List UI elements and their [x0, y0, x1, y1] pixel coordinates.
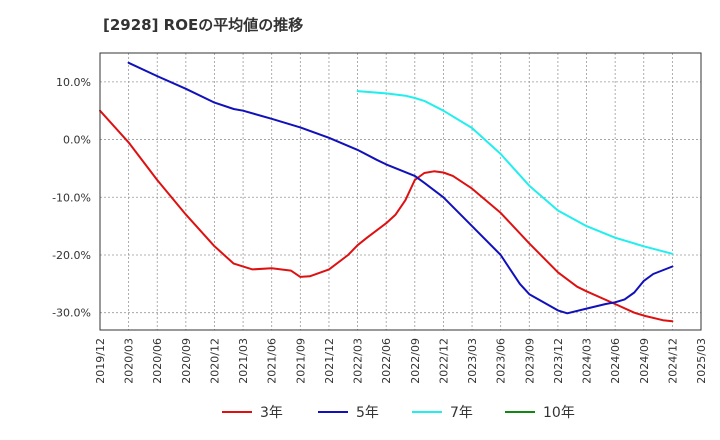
- legend-swatch-3y: [222, 411, 252, 413]
- grid: [100, 53, 701, 330]
- legend-label-10y: 10年: [543, 405, 575, 421]
- plot-frame: [99, 52, 702, 331]
- x-tick-label: 2025/03: [695, 338, 708, 384]
- x-tick-label: 2022/12: [437, 338, 450, 384]
- x-tick-label: 2020/06: [151, 338, 164, 384]
- x-tick-label: 2020/12: [208, 338, 221, 384]
- x-tick-label: 2023/12: [552, 338, 565, 384]
- y-tick-label: 10.0%: [56, 76, 91, 89]
- legend-label-7y: 7年: [450, 405, 473, 421]
- x-tick-label: 2024/03: [581, 338, 594, 384]
- legend-label-3y: 3年: [260, 405, 283, 421]
- y-axis-ticks: 10.0% 0.0% -10.0% -20.0% -30.0%: [52, 76, 91, 320]
- legend-item-3y: 3年: [222, 402, 283, 422]
- legend-label-5y: 5年: [356, 405, 379, 421]
- y-tick-label: -20.0%: [52, 249, 91, 262]
- x-tick-label: 2019/12: [94, 338, 107, 384]
- series-line-2: [356, 90, 674, 255]
- legend-item-5y: 5年: [318, 402, 379, 422]
- legend-item-7y: 7年: [412, 402, 473, 422]
- x-tick-label: 2021/03: [237, 338, 250, 384]
- series-lines: [99, 61, 674, 323]
- y-tick-label: -30.0%: [52, 307, 91, 320]
- y-tick-label: -10.0%: [52, 191, 91, 204]
- x-tick-label: 2022/03: [352, 338, 365, 384]
- series-line-1: [127, 61, 674, 315]
- x-tick-label: 2022/06: [380, 338, 393, 384]
- x-tick-label: 2023/03: [466, 338, 479, 384]
- legend-swatch-5y: [318, 411, 348, 413]
- x-tick-label: 2023/09: [523, 338, 536, 384]
- x-tick-label: 2021/12: [323, 338, 336, 384]
- legend-swatch-10y: [505, 411, 535, 413]
- x-tick-label: 2024/06: [609, 338, 622, 384]
- x-tick-label: 2024/12: [666, 338, 679, 384]
- series-line-0: [99, 109, 674, 323]
- legend: 3年 5年 7年 10年: [0, 402, 720, 426]
- legend-swatch-7y: [412, 411, 442, 413]
- x-tick-label: 2022/09: [409, 338, 422, 384]
- x-tick-label: 2021/06: [266, 338, 279, 384]
- x-tick-label: 2021/09: [294, 338, 307, 384]
- x-tick-label: 2024/09: [638, 338, 651, 384]
- x-axis-ticks: 2019/12 2020/03 2020/06 2020/09 2020/12 2021/…: [94, 338, 708, 384]
- y-tick-label: 0.0%: [63, 134, 91, 147]
- x-tick-label: 2023/06: [495, 338, 508, 384]
- x-tick-label: 2020/03: [123, 338, 136, 384]
- legend-item-10y: 10年: [505, 402, 575, 422]
- plot-background: [100, 53, 701, 330]
- x-tick-label: 2020/09: [180, 338, 193, 384]
- chart-title: [2928] ROEの平均値の推移: [103, 16, 304, 34]
